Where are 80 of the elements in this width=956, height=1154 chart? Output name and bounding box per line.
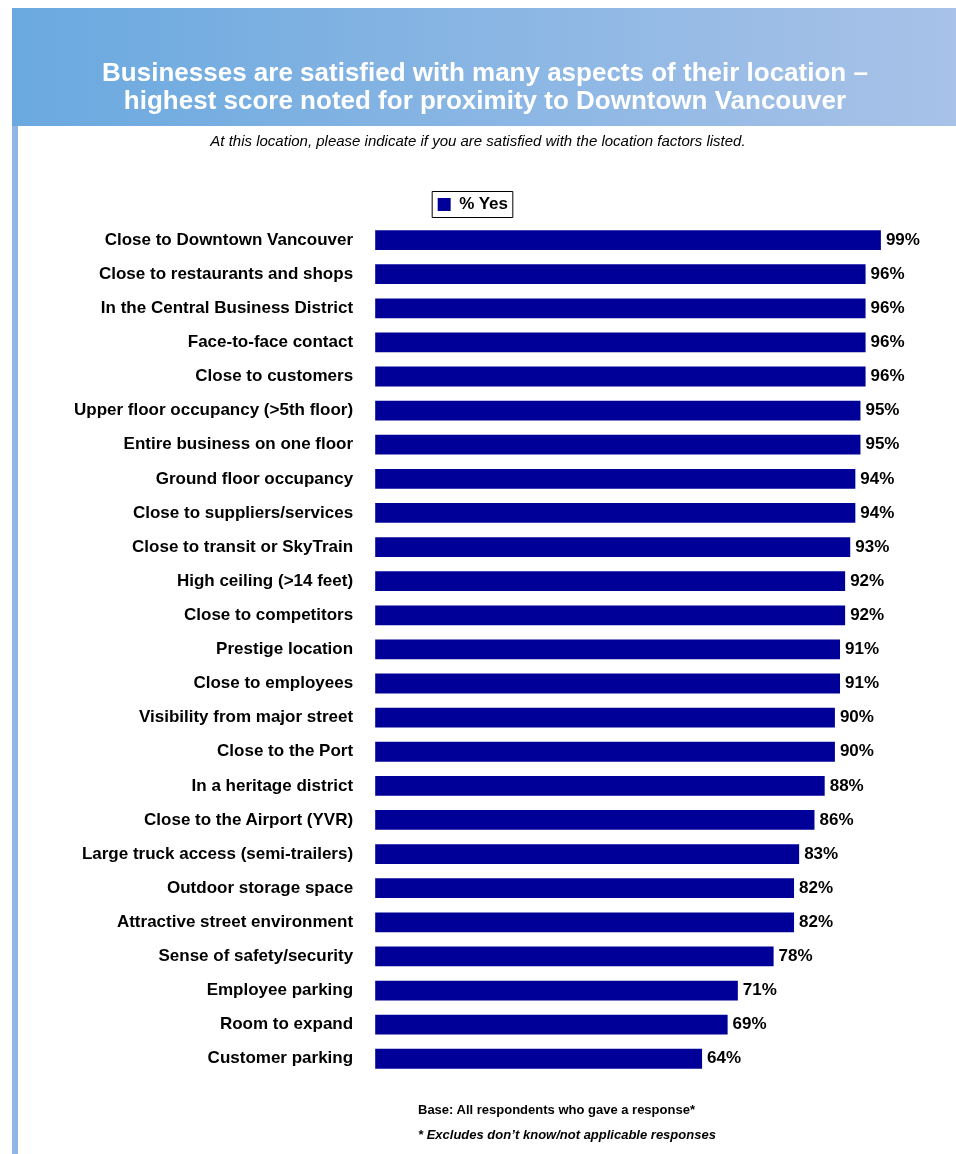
text: * Excludes don’t know/not applicable responses: [418, 1127, 716, 1142]
data-label: 93%: [855, 536, 890, 556]
bar: [375, 537, 851, 557]
y-tick-label: Outdoor storage space: [167, 877, 354, 897]
y-tick-label: Close to the Airport (YVR): [144, 809, 354, 829]
y-tick-label: Close to the Port: [217, 741, 354, 761]
bar: [375, 468, 856, 489]
data-label: 95%: [865, 434, 900, 454]
bar: [375, 810, 815, 830]
data-label: 92%: [850, 604, 885, 624]
data-label: 96%: [870, 332, 905, 352]
y-tick-label: Visibility from major street: [138, 707, 354, 727]
data-label: 82%: [799, 911, 834, 931]
chart-subtitle: At this location, please indicate if you are satisfied with the location factors listed.: [208, 132, 747, 149]
data-label: 90%: [839, 707, 874, 727]
data-label: 91%: [845, 639, 880, 659]
bar: [375, 980, 738, 1001]
y-tick-label: Sense of safety/security: [158, 946, 354, 966]
bar: [375, 264, 866, 285]
text: Base: All respondents who gave a response*: [418, 1102, 696, 1117]
bar: [375, 503, 856, 523]
bar: [375, 741, 835, 762]
data-label: 88%: [829, 775, 864, 795]
data-label: 96%: [870, 263, 905, 283]
y-tick-label: Attractive street environment: [116, 911, 354, 931]
y-tick-label: In a heritage district: [191, 775, 354, 795]
y-tick-label: Close to customers: [195, 366, 354, 386]
bar: [375, 707, 835, 728]
data-label: 90%: [839, 741, 874, 761]
data-label: 92%: [850, 570, 885, 590]
data-label: 71%: [742, 980, 777, 1000]
data-label: 69%: [732, 1014, 767, 1034]
y-tick-label: Ground floor occupancy: [155, 468, 354, 488]
bar: [375, 332, 866, 353]
data-label: 96%: [870, 366, 905, 386]
bar: [375, 639, 841, 660]
data-label: 78%: [778, 946, 813, 966]
y-tick-label: Close to transit or SkyTrain: [132, 536, 354, 556]
y-tick-label: Close to competitors: [184, 604, 354, 624]
data-label: 64%: [707, 1048, 742, 1068]
bar: [375, 434, 861, 455]
y-tick-label: Close to suppliers/services: [132, 502, 354, 522]
data-label: 86%: [819, 809, 854, 829]
data-label: 94%: [860, 468, 895, 488]
legend-label: % Yes: [459, 194, 509, 214]
data-label: 99%: [885, 229, 920, 249]
bar: [375, 298, 866, 319]
y-tick-label: Close to Downtown Vancouver: [104, 229, 354, 249]
bar: [375, 775, 825, 796]
bar: [375, 571, 846, 592]
y-tick-label: Room to expand: [219, 1014, 354, 1034]
chart-title: Businesses are satisfied with many aspects of their location – highest score noted for proximity to Downtown Vancouver: [101, 57, 869, 115]
bar: [375, 878, 795, 899]
y-tick-label: Customer parking: [207, 1048, 354, 1068]
y-tick-label: In the Central Business District: [100, 297, 354, 317]
bar: [375, 605, 846, 626]
bar: [375, 230, 881, 250]
data-label: 91%: [845, 673, 880, 693]
y-tick-label: Entire business on one floor: [123, 434, 354, 454]
y-tick-label: Prestige location: [216, 639, 354, 659]
data-label: 95%: [865, 400, 900, 420]
y-tick-label: Employee parking: [206, 980, 354, 1000]
data-label: 94%: [860, 502, 895, 522]
data-label: 96%: [870, 297, 905, 317]
data-label: 83%: [804, 843, 839, 863]
bar: [375, 673, 841, 694]
bar: [375, 912, 795, 933]
bar: [375, 1014, 728, 1035]
bar: [375, 1048, 703, 1069]
bar: [375, 844, 800, 864]
y-tick-label: Large truck access (semi-trailers): [81, 843, 354, 863]
bar: [375, 366, 866, 387]
y-tick-label: Face-to-face contact: [187, 332, 354, 352]
y-tick-label: Close to employees: [193, 673, 354, 693]
bar: [375, 400, 861, 421]
y-tick-label: High ceiling (>14 feet): [176, 570, 354, 590]
data-label: 82%: [799, 877, 834, 897]
y-tick-label: Upper floor occupancy (>5th floor): [74, 400, 354, 420]
bar: [375, 946, 774, 967]
y-tick-label: Close to restaurants and shops: [98, 263, 354, 283]
